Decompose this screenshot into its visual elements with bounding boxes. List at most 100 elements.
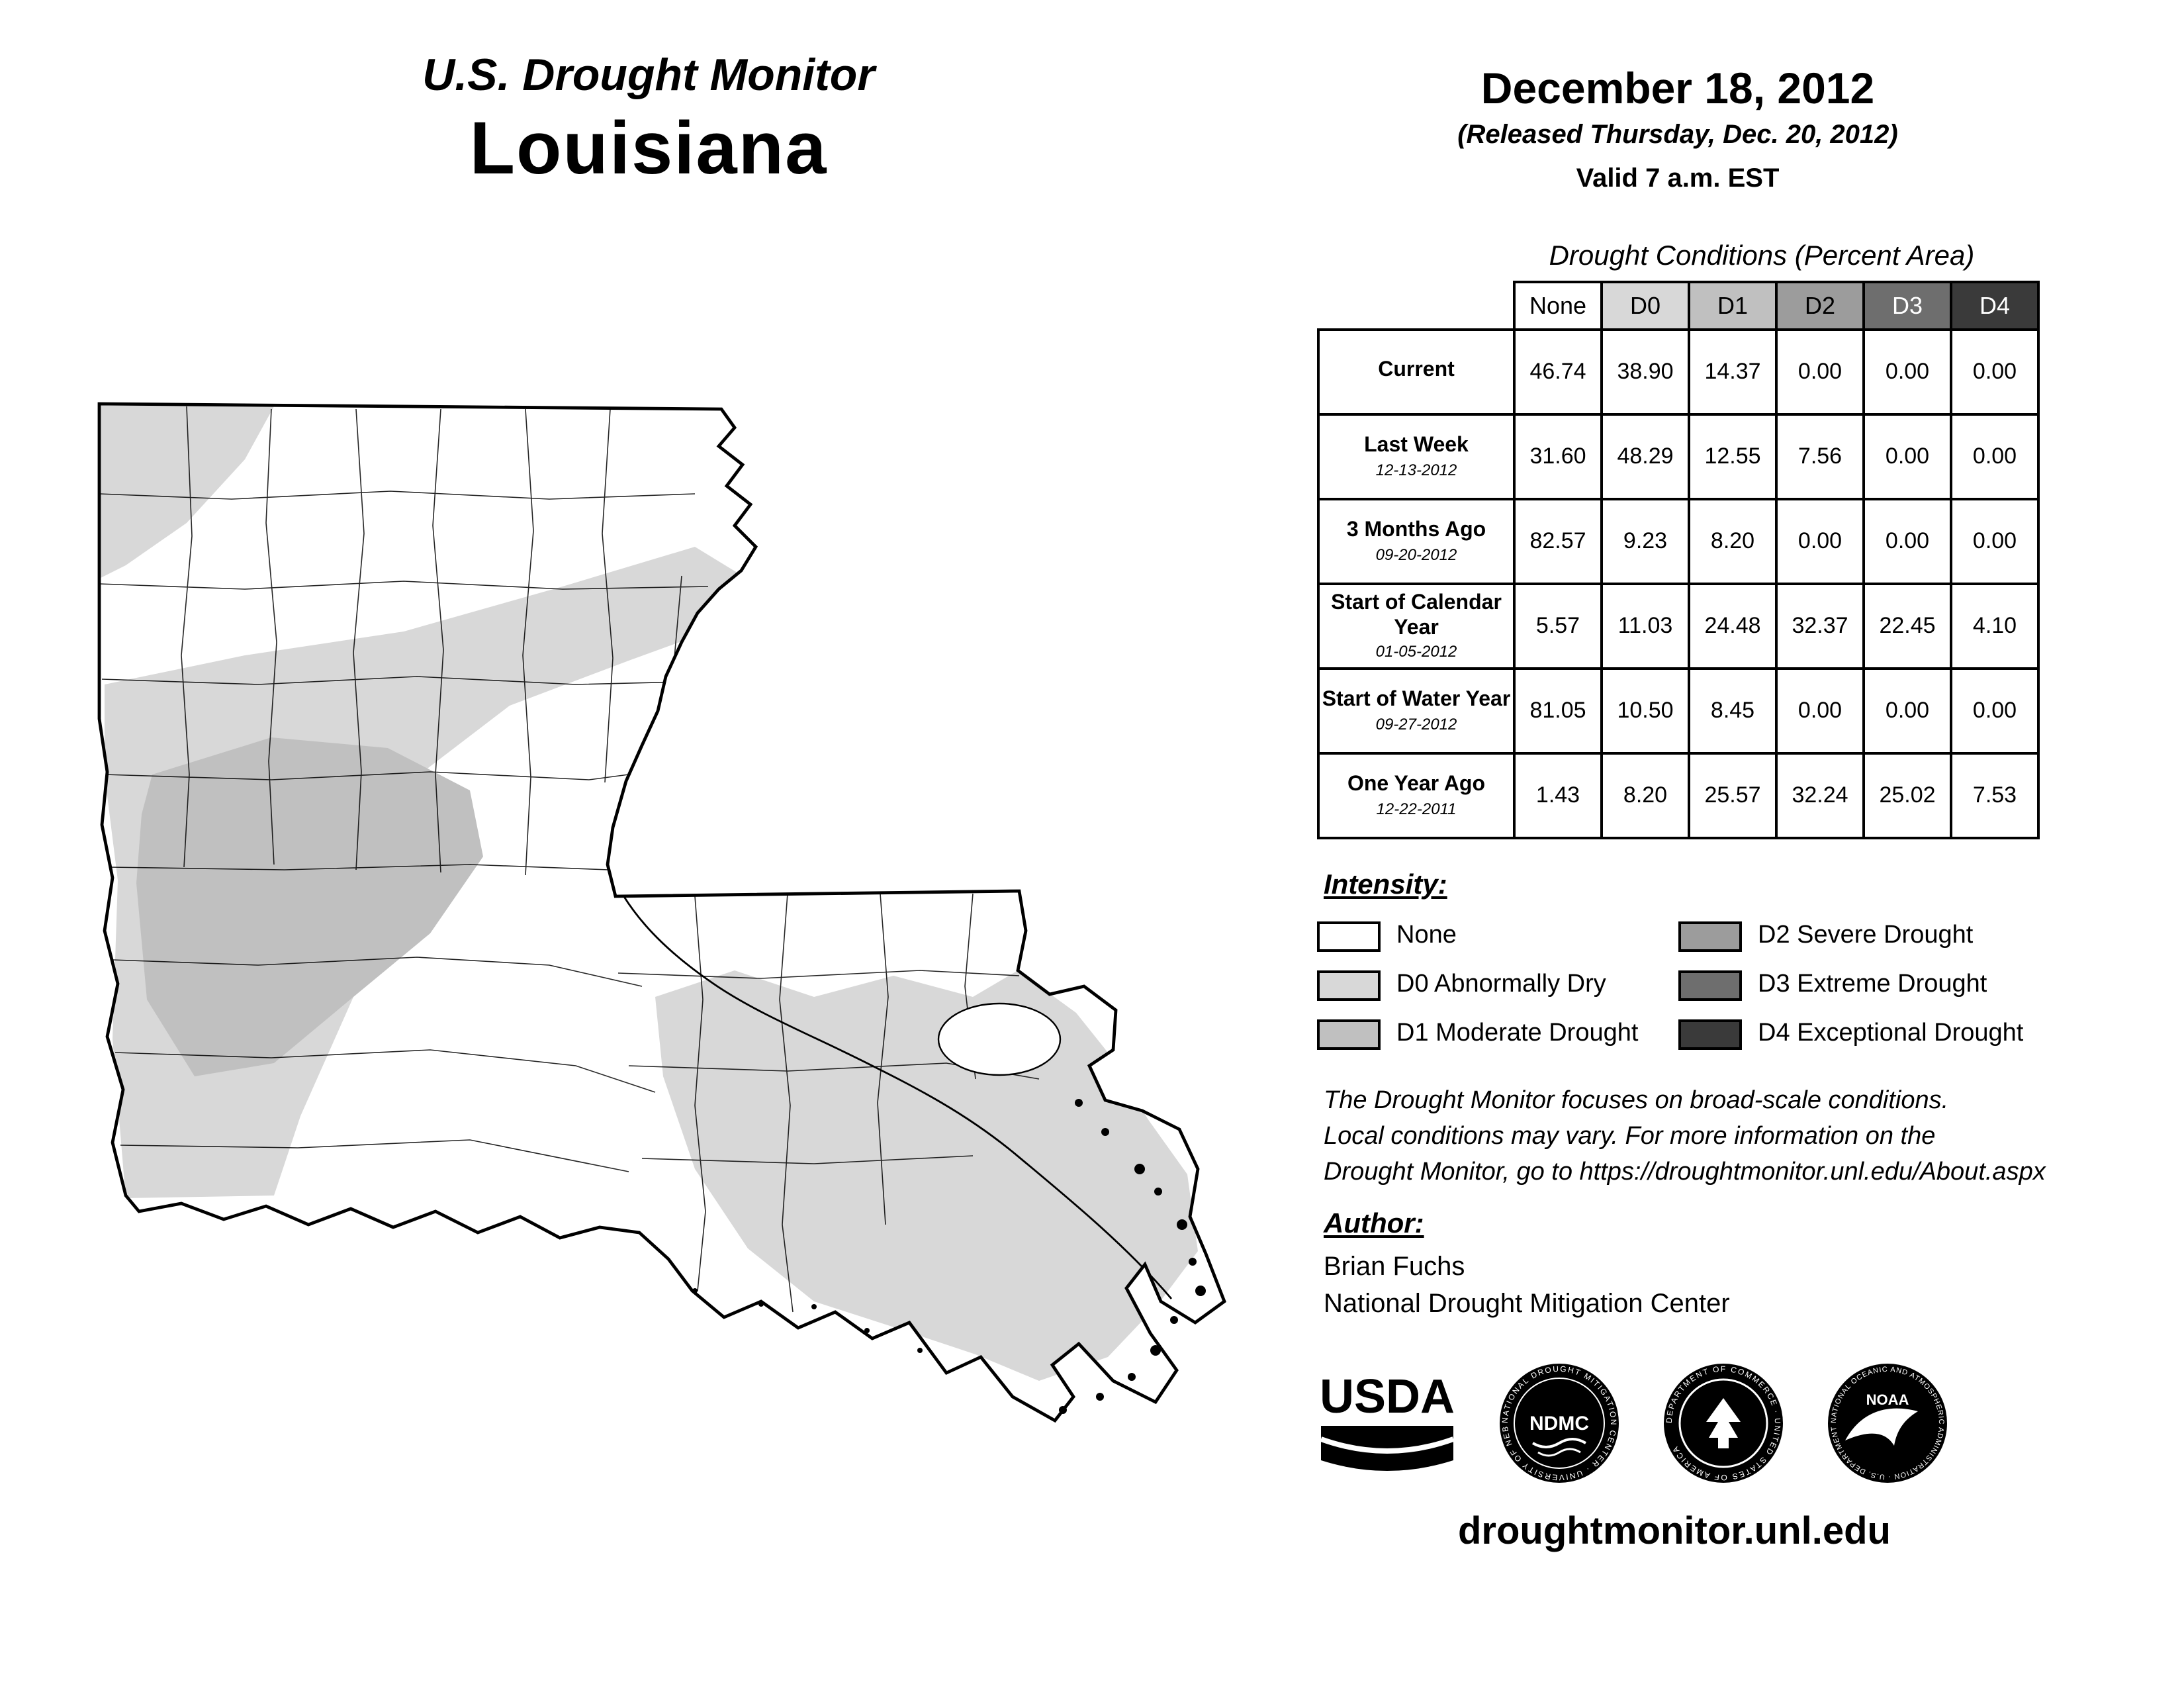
- cell-value: 0.00: [1950, 413, 2040, 500]
- map-region-d0-northwest: [99, 404, 274, 579]
- legend-heading: Intensity:: [1324, 870, 1447, 900]
- row-label: Start of Water Year: [1322, 688, 1511, 712]
- svg-text:NDMC: NDMC: [1529, 1413, 1589, 1434]
- cell-value: 5.57: [1513, 583, 1603, 670]
- cell-value: 8.20: [1600, 752, 1690, 839]
- map-region-d0-southeast: [655, 970, 1198, 1381]
- table-row: Start of Water Year 09-27-2012 81.05 10.5…: [1317, 667, 2040, 755]
- column-header-d3: D3: [1862, 281, 1952, 331]
- disclaimer-line: Drought Monitor, go to https://droughtmo…: [1324, 1158, 2046, 1186]
- column-header-d4: D4: [1950, 281, 2040, 331]
- legend-swatch-d2: [1678, 921, 1742, 951]
- table-row: One Year Ago 12-22-2011 1.43 8.20 25.57 3…: [1317, 752, 2040, 839]
- row-date: 01-05-2012: [1375, 641, 1457, 661]
- table-row: Start of Calendar Year 01-05-2012 5.57 11…: [1317, 583, 2040, 670]
- legend-label: D0 Abnormally Dry: [1396, 970, 1606, 998]
- legend-item-d0: D0 Abnormally Dry: [1317, 969, 1606, 1001]
- cell-value: 38.90: [1600, 328, 1690, 416]
- column-header-d2: D2: [1775, 281, 1865, 331]
- table-corner: [1318, 282, 1514, 330]
- legend-swatch-none: [1317, 921, 1381, 951]
- author-name: Brian Fuchs: [1324, 1252, 1465, 1282]
- usda-logo: USDA: [1320, 1370, 1455, 1471]
- louisiana-map-svg: [97, 402, 1226, 1423]
- drought-conditions-table: None D0 D1 D2 D3 D4 Current 46.74 38.90 …: [1317, 281, 2040, 839]
- legend-item-d4: D4 Exceptional Drought: [1678, 1018, 2023, 1050]
- row-date: 12-22-2011: [1376, 799, 1457, 818]
- cell-value: 25.02: [1862, 752, 1952, 839]
- legend-item-d3: D3 Extreme Drought: [1678, 969, 1987, 1001]
- noaa-logo: NATIONAL OCEANIC AND ATMOSPHERIC ADMINIS…: [1825, 1361, 1947, 1483]
- released-date: (Released Thursday, Dec. 20, 2012): [1457, 120, 1898, 150]
- cell-value: 48.29: [1600, 413, 1690, 500]
- lake-pontchartrain: [937, 1002, 1062, 1076]
- cell-value: 7.53: [1950, 752, 2040, 839]
- cell-value: 81.05: [1513, 667, 1603, 755]
- column-header-d0: D0: [1600, 281, 1690, 331]
- louisiana-drought-map: [73, 377, 1238, 1476]
- row-label: 3 Months Ago: [1346, 519, 1486, 542]
- cell-value: 0.00: [1862, 413, 1952, 500]
- cell-value: 25.57: [1688, 752, 1778, 839]
- cell-value: 82.57: [1513, 498, 1603, 585]
- row-label: Current: [1378, 359, 1455, 382]
- svg-text:NOAA: NOAA: [1866, 1391, 1909, 1408]
- parish-boundaries: [99, 406, 1040, 1313]
- report-title: U.S. Drought Monitor: [422, 50, 875, 101]
- row-date: 09-20-2012: [1375, 545, 1457, 564]
- legend-label: D1 Moderate Drought: [1396, 1019, 1639, 1047]
- cell-value: 9.23: [1600, 498, 1690, 585]
- cell-value: 0.00: [1862, 667, 1952, 755]
- cell-value: 14.37: [1688, 328, 1778, 416]
- row-label: Last Week: [1364, 434, 1469, 457]
- row-date: 12-13-2012: [1375, 460, 1457, 479]
- cell-value: 32.24: [1775, 752, 1865, 839]
- map-region-d1-westcentral: [136, 737, 483, 1076]
- column-header-d1: D1: [1688, 281, 1778, 331]
- legend-swatch-d0: [1317, 970, 1381, 1000]
- cell-value: 0.00: [1862, 498, 1952, 585]
- disclaimer-line: The Drought Monitor focuses on broad-sca…: [1324, 1087, 1949, 1115]
- author-organization: National Drought Mitigation Center: [1324, 1289, 1730, 1319]
- table-row: 3 Months Ago 09-20-2012 82.57 9.23 8.20 0…: [1317, 498, 2040, 585]
- cell-value: 8.20: [1688, 498, 1778, 585]
- ndmc-logo: NATIONAL DROUGHT MITIGATION CENTER · UNI…: [1497, 1361, 1619, 1483]
- table-header-row: None D0 D1 D2 D3 D4: [1318, 281, 2040, 331]
- state-outline: [97, 402, 1226, 1423]
- cell-value: 24.48: [1688, 583, 1778, 670]
- logo-row: USDA NATIONAL DROUGHT MITIGATION CENTER …: [1317, 1361, 2032, 1485]
- cell-value: 7.56: [1775, 413, 1865, 500]
- cell-value: 12.55: [1688, 413, 1778, 500]
- table-caption: Drought Conditions (Percent Area): [1549, 241, 1975, 271]
- report-header: U.S. Drought Monitor Louisiana: [291, 50, 1006, 191]
- valid-time: Valid 7 a.m. EST: [1576, 164, 1780, 193]
- legend-swatch-d1: [1317, 1019, 1381, 1049]
- author-heading: Author:: [1324, 1209, 1424, 1239]
- legend-label: D3 Extreme Drought: [1758, 970, 1987, 998]
- mississippi-river: [606, 864, 1173, 1299]
- cell-value: 0.00: [1950, 498, 2040, 585]
- disclaimer-line: Local conditions may vary. For more info…: [1324, 1123, 1936, 1150]
- row-label: Start of Calendar Year: [1331, 592, 1502, 639]
- legend-label: D2 Severe Drought: [1758, 921, 1974, 949]
- legend-item-d2: D2 Severe Drought: [1678, 920, 1973, 952]
- drought-monitor-url: droughtmonitor.unl.edu: [1457, 1511, 1891, 1553]
- cell-value: 10.50: [1600, 667, 1690, 755]
- disclaimer: The Drought Monitor focuses on broad-sca…: [1324, 1083, 2065, 1190]
- cell-value: 46.74: [1513, 328, 1603, 416]
- cell-value: 4.10: [1950, 583, 2040, 670]
- report-date: December 18, 2012: [1480, 64, 1875, 113]
- cell-value: 1.43: [1513, 752, 1603, 839]
- delta-marsh-speckles: [692, 1099, 1206, 1414]
- legend-label: None: [1396, 921, 1457, 949]
- department-of-commerce-logo: DEPARTMENT OF COMMERCE · UNITED STATES O…: [1664, 1364, 1783, 1483]
- table-row: Last Week 12-13-2012 31.60 48.29 12.55 7.…: [1317, 413, 2040, 500]
- state-name: Louisiana: [469, 106, 828, 189]
- cell-value: 32.37: [1775, 583, 1865, 670]
- cell-value: 8.45: [1688, 667, 1778, 755]
- cell-value: 0.00: [1775, 328, 1865, 416]
- row-label: One Year Ago: [1347, 773, 1486, 796]
- cell-value: 0.00: [1775, 498, 1865, 585]
- legend-swatch-d4: [1678, 1019, 1742, 1049]
